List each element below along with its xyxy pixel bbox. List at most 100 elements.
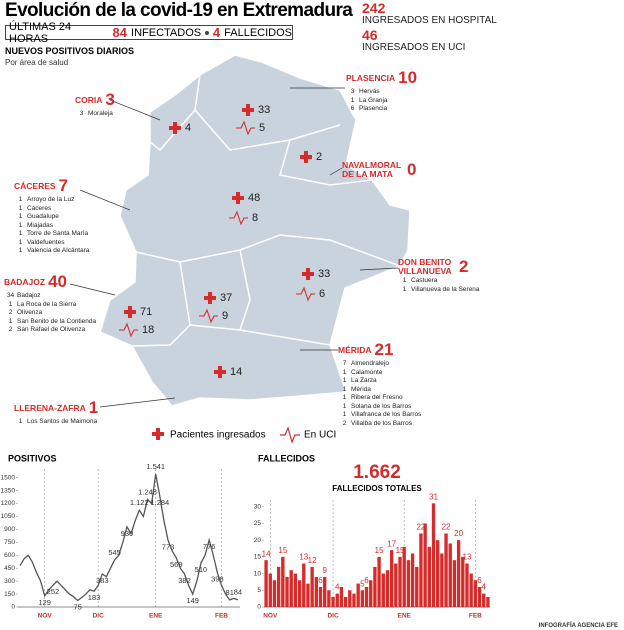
bar [264, 560, 268, 607]
region-outline [99, 54, 411, 407]
town-count: 1 [18, 230, 23, 237]
bar [373, 566, 377, 607]
bar [444, 533, 448, 607]
town-count: 1 [342, 394, 347, 401]
area-border [194, 109, 341, 151]
town-count: 6 [350, 105, 355, 112]
bar [339, 586, 344, 607]
area-name: CORIA [75, 94, 103, 105]
town-name: Villalba de los Barros [351, 419, 412, 427]
leader-line [329, 167, 343, 176]
value-label: 1.541 [146, 462, 165, 471]
bar [469, 573, 473, 607]
period: ÚLTIMAS 24 HORAS [9, 20, 72, 45]
town-count: 2 [342, 419, 347, 427]
area-label: BADAJOZ 40 34 Badajoz 1 La Roca de la Sierra 2… [4, 272, 134, 335]
town-row: 2 Olivenza [4, 309, 134, 318]
value-label: 13 [299, 553, 308, 562]
value-label: 773 [162, 542, 175, 551]
bar [406, 560, 411, 607]
value-label: 9 [322, 566, 327, 575]
bar [314, 576, 318, 607]
y-tick-label: 1050 [1, 513, 16, 520]
area-head: CORIA 3 [75, 90, 195, 110]
town-name: Almendralejo [351, 360, 389, 367]
area-label: PLASENCIA 10 3 Hervás 1 La Granja 6 Plasencia [346, 68, 456, 114]
bar [272, 580, 277, 607]
separator-dot [205, 30, 209, 35]
area-head: LLERENA-ZAFRA 1 [14, 398, 154, 418]
town-name: Los Santos de Maimona [27, 418, 98, 425]
bar [348, 590, 352, 607]
bar [436, 540, 440, 607]
legend-icu-icon [280, 426, 300, 444]
town-count: 2 [8, 326, 13, 333]
y-tick-label: 450 [4, 565, 15, 572]
legend-cross [156, 428, 160, 440]
section-subtitle: Por área de salud [5, 58, 69, 67]
town-row: 1 Villanueva de la Serena [398, 286, 548, 295]
town-count: 1 [342, 368, 347, 376]
legend: Pacientes ingresados En UCI [152, 426, 336, 444]
town-row: 3 Moraleja [75, 110, 195, 119]
town-name: Guadalupe [27, 213, 59, 220]
section-title: NUEVOS POSITIVOS DIARIOS [5, 46, 135, 56]
value-label: 183 [88, 593, 101, 602]
infected-label: INFECTADOS [131, 26, 202, 39]
town-row: 1 Calamonte [338, 369, 468, 378]
bar [356, 583, 360, 607]
value-label: 15 [375, 546, 384, 555]
area-name: PLASENCIA [346, 72, 396, 83]
area-label: LLERENA-ZAFRA 1 1 Los Santos de Maimona [14, 398, 154, 427]
town-count: 1 [342, 411, 347, 418]
bar [461, 556, 465, 607]
bar [419, 533, 423, 607]
town-row: 2 Villalba de los Barros [338, 420, 468, 429]
value-label: 776 [203, 542, 216, 551]
icu-count: 46 [362, 27, 378, 43]
hospital-cross [173, 122, 177, 134]
bar [297, 580, 302, 607]
area-border [135, 234, 401, 267]
leader-line [359, 267, 399, 271]
area-label: NAVALMORAL DE LA MATA 0 [342, 160, 457, 180]
bar [440, 553, 444, 607]
town-count: 7 [342, 360, 347, 367]
town-row: 1 Valdefuentes [14, 239, 144, 248]
last-24h-box: ÚLTIMAS 24 HORAS 84 INFECTADOS 4 FALLECI… [5, 21, 293, 45]
town-row: 2 San Rafael de Olivenza [4, 326, 134, 335]
area-name: NAVALMORAL DE LA MATA [342, 160, 402, 179]
deaths: 4 [212, 25, 221, 40]
icu-count: 9 [222, 310, 228, 322]
value-label: 398 [211, 575, 224, 584]
town-name: San Rafael de Olivenza [17, 326, 86, 333]
area-name: LLERENA-ZAFRA [14, 402, 86, 413]
value-label: 6 [364, 576, 369, 585]
icu-icon [199, 308, 218, 324]
leader-line [69, 283, 116, 296]
bar [352, 593, 356, 607]
town-name: Miajadas [27, 221, 54, 229]
town-row: 1 Los Santos de Maimona [14, 418, 154, 427]
town-name: Arroyo de la Luz [27, 196, 75, 203]
bar [394, 563, 398, 607]
value-label: 382 [178, 576, 191, 585]
bar [482, 593, 486, 607]
x-tick-label: NOV [38, 613, 53, 620]
town-name: Mérida [351, 385, 371, 393]
town-count: 34 [6, 292, 15, 299]
town-count: 2 [8, 309, 13, 316]
value-label: 1.284 [150, 498, 169, 507]
bar [415, 566, 419, 607]
town-row: 1 Mérida [338, 386, 468, 395]
area-label: CORIA 3 3 Moraleja [75, 90, 195, 119]
bar [377, 556, 381, 607]
area-total: 0 [407, 160, 417, 179]
town-count: 1 [342, 377, 347, 384]
bar [285, 576, 289, 607]
town-name: Castuera [411, 277, 438, 284]
infected: 84 [112, 25, 128, 40]
y-tick-label: 1500 [1, 474, 16, 481]
hospital-cross [128, 306, 132, 318]
chart-annotation: 1.662 [353, 462, 401, 483]
